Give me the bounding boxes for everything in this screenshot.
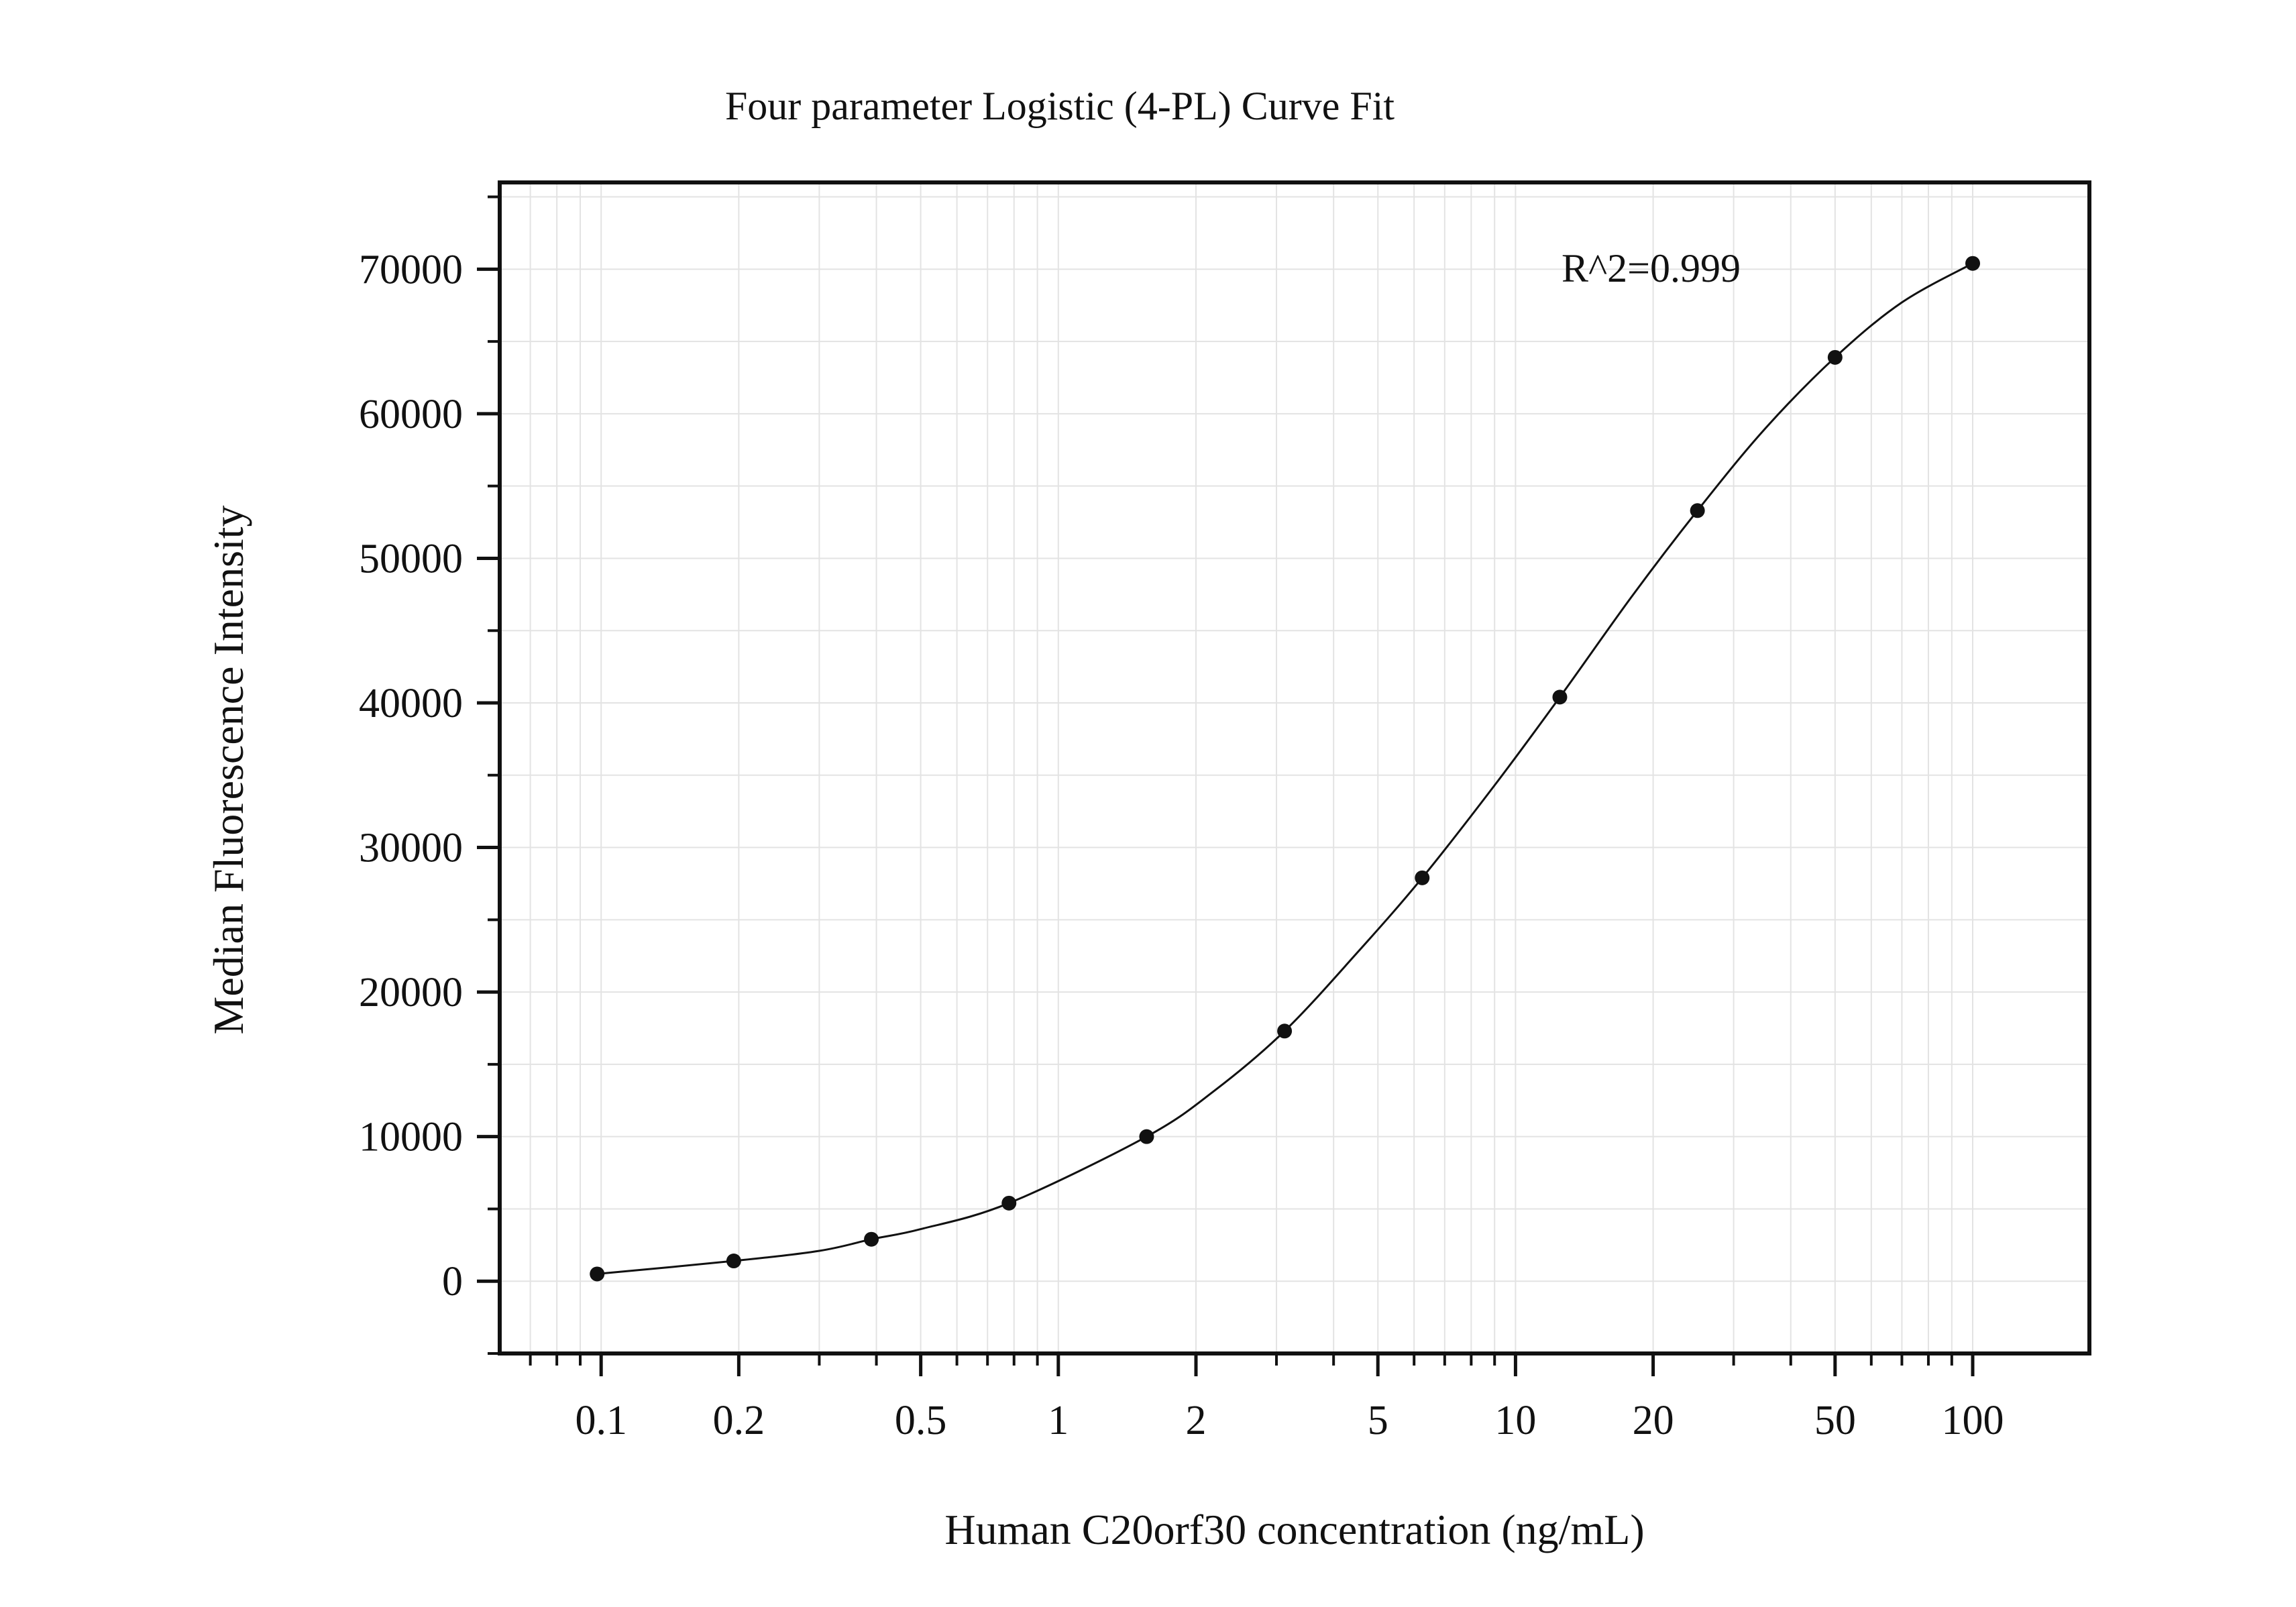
x-tick-label: 2 bbox=[1185, 1398, 1206, 1443]
y-tick-label: 60000 bbox=[359, 392, 463, 437]
y-tick-label: 40000 bbox=[359, 681, 463, 726]
x-axis-label: Human C20orf30 concentration (ng/mL) bbox=[944, 1506, 1644, 1553]
data-point bbox=[1552, 689, 1568, 705]
fit-curve-layer bbox=[597, 262, 1973, 1275]
data-point bbox=[1139, 1129, 1154, 1144]
x-tick-label: 1 bbox=[1048, 1398, 1069, 1443]
x-tick-label: 0.5 bbox=[895, 1398, 947, 1443]
x-tick-label: 10 bbox=[1494, 1398, 1536, 1443]
grid-layer bbox=[500, 182, 2089, 1354]
y-tick-label: 30000 bbox=[359, 826, 463, 871]
y-tick-label: 10000 bbox=[359, 1115, 463, 1160]
y-tick-label: 20000 bbox=[359, 970, 463, 1015]
data-point bbox=[1001, 1195, 1017, 1211]
y-axis-label: Median Fluorescence Intensity bbox=[205, 505, 252, 1034]
data-point bbox=[1415, 870, 1430, 885]
x-tick-label: 20 bbox=[1633, 1398, 1674, 1443]
data-points-layer bbox=[590, 256, 1981, 1282]
data-point bbox=[1277, 1023, 1293, 1039]
x-tick-label: 0.1 bbox=[575, 1398, 627, 1443]
y-tick-label: 0 bbox=[442, 1259, 463, 1305]
data-point bbox=[590, 1266, 605, 1282]
y-tick-label: 70000 bbox=[359, 247, 463, 292]
fit-curve-line bbox=[597, 262, 1973, 1275]
data-point bbox=[864, 1231, 879, 1247]
plot-frame bbox=[498, 180, 2091, 1355]
y-tick-label: 50000 bbox=[359, 536, 463, 581]
x-tick-label: 0.2 bbox=[713, 1398, 765, 1443]
data-point bbox=[1690, 503, 1705, 518]
axes-layer: 0.1 0.2 0.5 1 2 5 10 20 50 100 0 10000 20000 30000 400… bbox=[359, 195, 2004, 1443]
data-point bbox=[1827, 349, 1843, 365]
x-tick-label: 100 bbox=[1942, 1398, 2004, 1443]
data-point bbox=[1965, 256, 1981, 271]
r-squared-annotation: R^2=0.999 bbox=[1562, 246, 1741, 290]
x-tick-label: 50 bbox=[1814, 1398, 1856, 1443]
chart-title: Four parameter Logistic (4-PL) Curve Fit bbox=[725, 84, 1395, 128]
data-point bbox=[726, 1254, 741, 1269]
x-tick-label: 5 bbox=[1368, 1398, 1388, 1443]
